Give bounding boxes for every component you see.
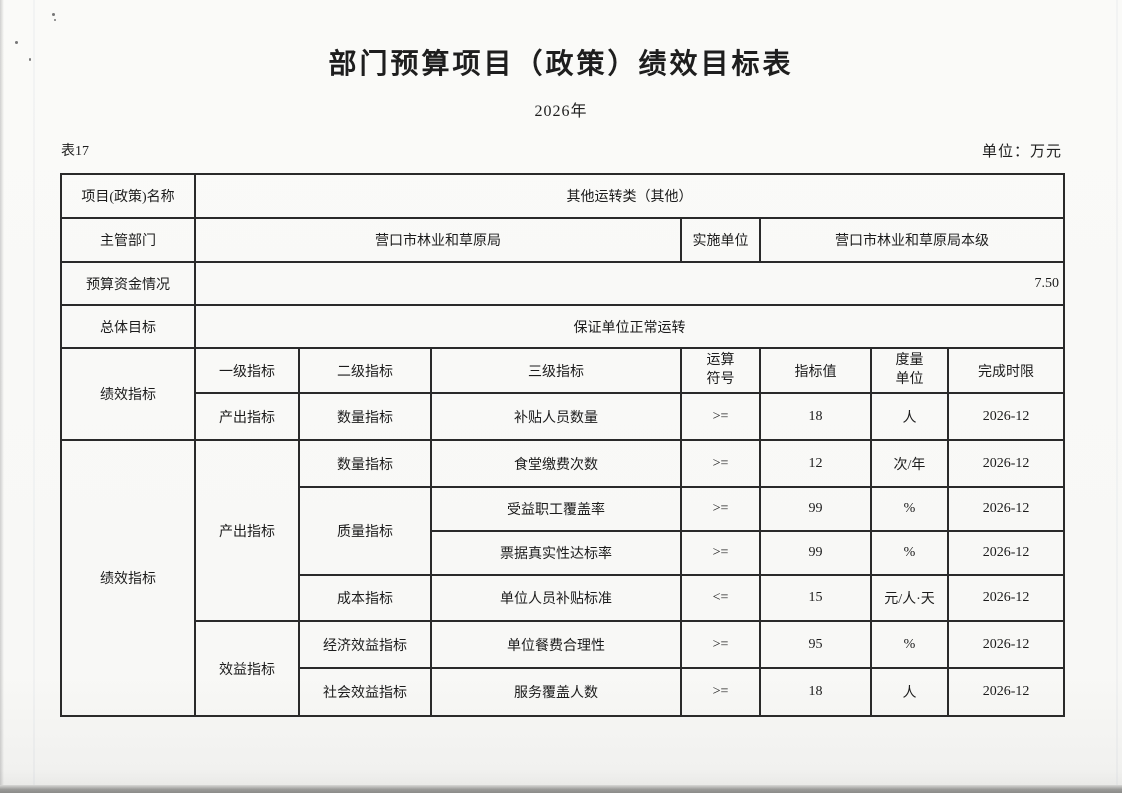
level2-indicator: 数量指标 <box>298 392 432 441</box>
table-row: 质量指标 受益职工覆盖率 >= 99 % 2026-12 <box>61 486 1066 576</box>
budget-performance-table: 项目(政策)名称 其他运转类（其他） 主管部门 营口市林业和草原局 实施单位 营… <box>60 173 1066 717</box>
header-value: 指标值 <box>759 347 872 394</box>
scan-bottom-shadow <box>0 785 1122 793</box>
performance-section-label: 绩效指标 <box>60 347 196 441</box>
deadline-value: 2026-12 <box>946 392 1066 441</box>
table-row: 绩效指标 一级指标 二级指标 三级指标 运算 符号 指标值 度量 单位 完成时限 <box>60 347 1066 441</box>
table-row: 社会效益指标 服务覆盖人数 >= 18 人 2026-12 <box>61 667 1066 717</box>
level2-indicator: 数量指标 <box>298 439 432 488</box>
unit-value: 人 <box>870 667 949 717</box>
operator-value: >= <box>680 530 761 576</box>
operator-value: >= <box>680 439 761 488</box>
header-unit: 度量 单位 <box>870 347 949 394</box>
document-year: 2026年 <box>534 103 588 120</box>
budget-value: 7.50 <box>193 261 1066 306</box>
table-row: 绩效指标 产出指标 数量指标 食堂缴费次数 >= 12 次/年 2026-12 <box>60 439 1066 717</box>
table-row: 成本指标 单位人员补贴标准 <= 15 元/人·天 2026-12 <box>61 574 1066 622</box>
table-row: 总体目标 保证单位正常运转 <box>60 304 1066 349</box>
level3-indicator: 补贴人员数量 <box>430 392 682 441</box>
performance-section-label: 绩效指标 <box>60 439 196 717</box>
table-row: 产出指标 数量指标 补贴人员数量 >= 18 人 2026-12 <box>61 392 1066 441</box>
level2-indicator: 经济效益指标 <box>298 620 432 669</box>
scan-speck <box>52 13 55 16</box>
table-number: 表17 <box>61 144 89 159</box>
level1-indicator: 效益指标 <box>194 620 300 717</box>
unit-value: % <box>870 620 949 669</box>
indicator-value: 18 <box>759 392 872 441</box>
level3-indicator: 食堂缴费次数 <box>430 439 682 488</box>
scan-speck <box>54 19 56 21</box>
operator-value: <= <box>680 574 761 622</box>
table-row: 票据真实性达标率 >= 99 % 2026-12 <box>61 530 1066 576</box>
unit-value: 元/人·天 <box>870 574 949 622</box>
header-operator: 运算 符号 <box>680 347 761 394</box>
operator-value: >= <box>680 667 761 717</box>
table-row: 效益指标 经济效益指标 单位餐费合理性 >= 95 % 2026-12 <box>61 620 1066 717</box>
unit-value: 次/年 <box>870 439 949 488</box>
unit-value: % <box>870 486 949 532</box>
deadline-value: 2026-12 <box>946 574 1066 622</box>
table-row: 项目(政策)名称 其他运转类（其他） <box>60 173 1066 219</box>
unit-value: 人 <box>870 392 949 441</box>
scan-streak <box>1116 0 1118 793</box>
deadline-value: 2026-12 <box>946 486 1066 532</box>
operator-value: >= <box>680 486 761 532</box>
level2-indicator: 成本指标 <box>298 574 432 622</box>
level3-indicator: 单位人员补贴标准 <box>430 574 682 622</box>
indicator-value: 12 <box>759 439 872 488</box>
level3-indicator: 受益职工覆盖率 <box>430 486 682 532</box>
indicator-value: 18 <box>759 667 872 717</box>
project-name-value: 其他运转类（其他） <box>193 173 1066 219</box>
department-label: 主管部门 <box>60 217 196 263</box>
indicator-value: 95 <box>759 620 872 669</box>
deadline-value: 2026-12 <box>946 439 1066 488</box>
level3-indicator: 票据真实性达标率 <box>430 530 682 576</box>
implement-unit-value: 营口市林业和草原局本级 <box>758 217 1066 263</box>
unit-value: % <box>870 530 949 576</box>
implement-unit-label: 实施单位 <box>680 217 761 263</box>
budget-label: 预算资金情况 <box>60 261 196 306</box>
overall-goal-value: 保证单位正常运转 <box>193 304 1066 349</box>
indicator-value: 99 <box>759 530 872 576</box>
table-row: 主管部门 营口市林业和草原局 实施单位 营口市林业和草原局本级 <box>60 217 1066 263</box>
indicator-value: 15 <box>759 574 872 622</box>
deadline-value: 2026-12 <box>946 620 1066 669</box>
level3-indicator: 单位餐费合理性 <box>430 620 682 669</box>
deadline-value: 2026-12 <box>946 530 1066 576</box>
table-row: 预算资金情况 7.50 <box>60 261 1066 306</box>
scan-speck <box>29 58 31 61</box>
indicator-value: 99 <box>759 486 872 532</box>
level3-indicator: 服务覆盖人数 <box>430 667 682 717</box>
unit-note: 单位：万元 <box>981 144 1062 160</box>
header-level2: 二级指标 <box>298 347 432 394</box>
operator-value: >= <box>680 620 761 669</box>
department-value: 营口市林业和草原局 <box>194 217 682 263</box>
project-name-label: 项目(政策)名称 <box>60 173 196 219</box>
document-title: 部门预算项目（政策）绩效目标表 <box>328 49 794 80</box>
level2-indicator: 质量指标 <box>298 486 432 576</box>
header-deadline: 完成时限 <box>946 347 1066 394</box>
level2-indicator: 社会效益指标 <box>298 667 432 717</box>
scan-speck <box>15 41 18 44</box>
header-level3: 三级指标 <box>430 347 682 394</box>
level1-indicator: 产出指标 <box>194 392 300 441</box>
scan-edge-shadow <box>0 0 4 793</box>
deadline-value: 2026-12 <box>946 667 1066 717</box>
scan-streak <box>33 0 35 793</box>
operator-value: >= <box>680 392 761 441</box>
level1-indicator: 产出指标 <box>194 439 300 622</box>
header-level1: 一级指标 <box>194 347 300 394</box>
overall-goal-label: 总体目标 <box>60 304 196 349</box>
